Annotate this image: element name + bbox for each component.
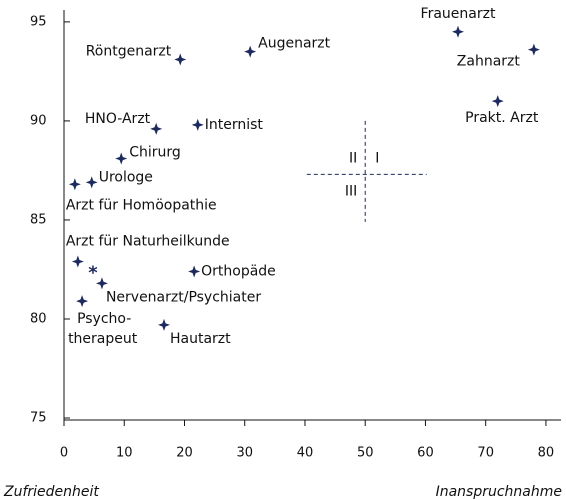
x-tick-label: 50: [357, 446, 374, 461]
annotation: *: [88, 262, 98, 283]
x-tick-label: 20: [176, 446, 193, 461]
x-tick-label: 10: [116, 446, 133, 461]
x-tick-label: 60: [417, 446, 434, 461]
point: [95, 277, 108, 290]
y-axis-label: Zufriedenheit: [3, 484, 99, 500]
x-tick-label: 70: [477, 446, 494, 461]
point-label: Internist: [205, 117, 264, 133]
point: [244, 45, 257, 58]
point-label: Arzt für Homöopathie: [66, 197, 217, 213]
quadrant-label: III: [345, 183, 357, 199]
point-label: Zahnarzt: [457, 54, 521, 70]
point-label: Röntgenarzt: [86, 44, 172, 60]
point-label: Prakt. Arzt: [465, 110, 539, 126]
y-tick-label: 90: [30, 113, 47, 128]
point: [76, 295, 89, 308]
point-label: Frauenarzt: [421, 6, 496, 22]
point: [150, 122, 163, 135]
point-label: Urologe: [99, 169, 153, 185]
point-label: Orthopäde: [201, 263, 276, 279]
quadrant-label: II: [349, 150, 357, 166]
point-label: Augenarzt: [258, 36, 331, 52]
point: [85, 176, 98, 189]
point-label: Chirurg: [129, 145, 181, 161]
point-label: Psycho-: [77, 311, 131, 327]
point-label: therapeut: [68, 331, 138, 347]
y-tick-label: 85: [30, 212, 47, 227]
x-tick-label: 0: [60, 446, 68, 461]
point: [174, 53, 187, 66]
point: [188, 265, 201, 278]
point-label: Nervenarzt/Psychiater: [106, 289, 261, 305]
x-tick-label: 80: [538, 446, 555, 461]
point: [71, 255, 84, 268]
point: [527, 43, 540, 56]
x-tick-label: 40: [297, 446, 314, 461]
point-label: HNO-Arzt: [85, 111, 151, 127]
point: [158, 318, 171, 331]
point-label: Arzt für Naturheilkunde: [66, 234, 230, 250]
y-tick-label: 75: [30, 411, 47, 426]
point-label: Hautarzt: [170, 331, 231, 347]
x-tick-label: 30: [236, 446, 253, 461]
y-tick-label: 80: [30, 311, 47, 326]
point: [491, 95, 504, 108]
point: [451, 25, 464, 38]
y-tick-label: 95: [30, 14, 47, 29]
quadrant-label: I: [375, 150, 379, 166]
x-axis-label: Inanspruchnahme: [436, 484, 562, 500]
point: [115, 152, 128, 165]
point: [191, 118, 204, 131]
point: [68, 178, 81, 191]
